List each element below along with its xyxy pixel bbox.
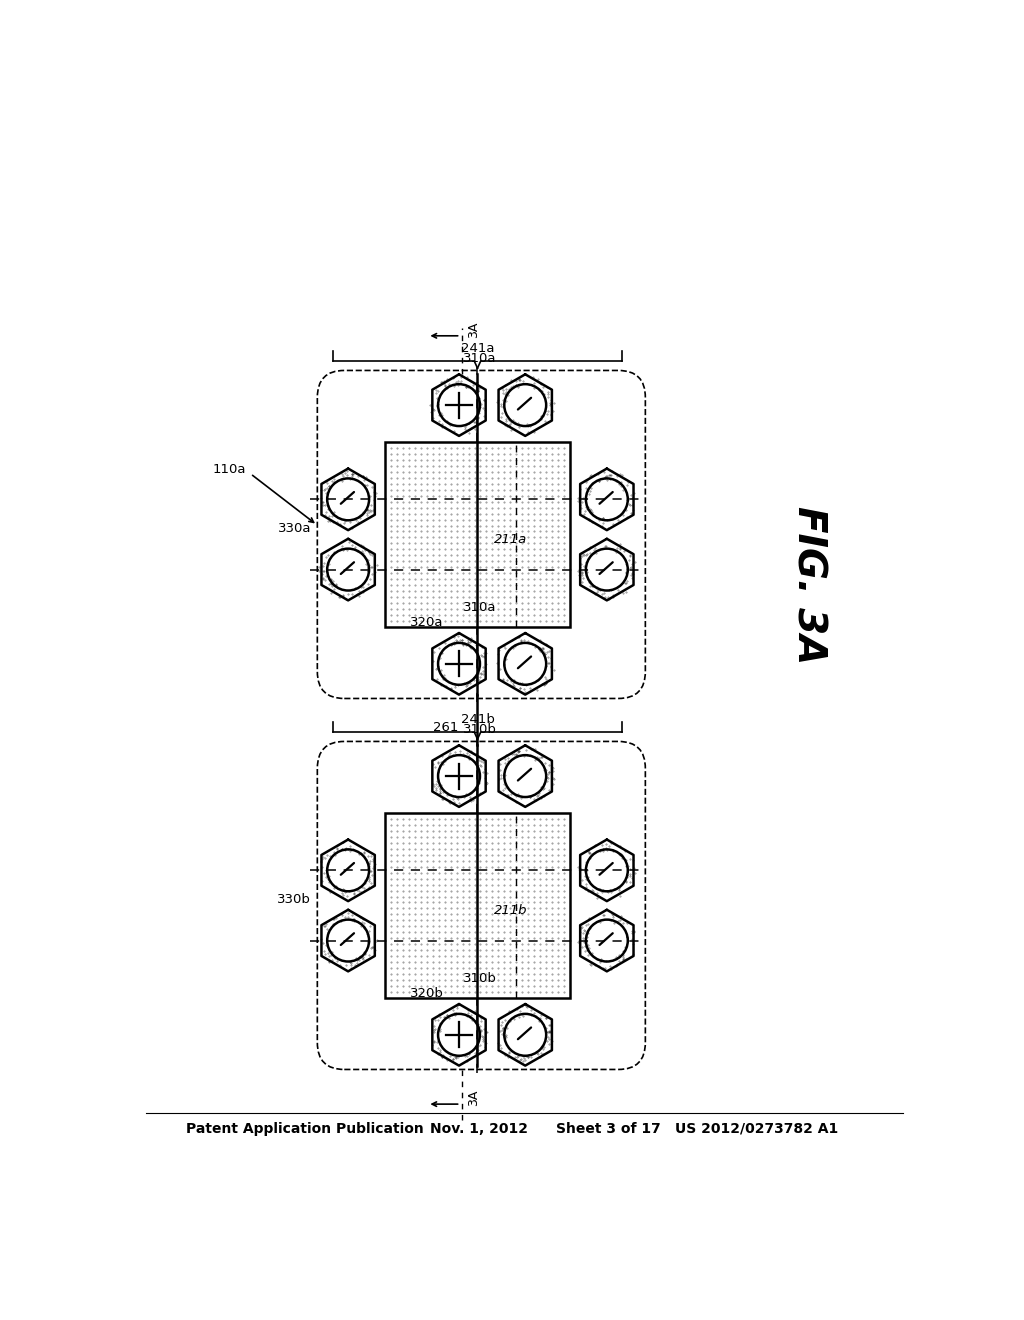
Text: 211b: 211b	[495, 904, 527, 916]
Text: 110a: 110a	[213, 463, 247, 477]
Text: 330b: 330b	[278, 892, 311, 906]
Text: 241b: 241b	[461, 713, 495, 726]
Text: 320a: 320a	[410, 616, 443, 630]
Text: 211a: 211a	[495, 532, 527, 545]
Text: Patent Application Publication: Patent Application Publication	[185, 1122, 424, 1135]
Text: 310a: 310a	[463, 352, 497, 366]
Text: 330a: 330a	[278, 521, 311, 535]
Text: 3A: 3A	[467, 1090, 479, 1106]
Text: Sheet 3 of 17: Sheet 3 of 17	[556, 1122, 662, 1135]
Text: 3A: 3A	[467, 322, 479, 338]
Text: 310b: 310b	[463, 723, 497, 737]
Text: Nov. 1, 2012: Nov. 1, 2012	[430, 1122, 528, 1135]
Text: 241a: 241a	[461, 342, 495, 355]
Text: 310a: 310a	[463, 601, 497, 614]
Bar	[385, 442, 570, 627]
Text: 261: 261	[433, 721, 459, 734]
Text: 320b: 320b	[410, 987, 443, 1001]
Text: 310b: 310b	[463, 972, 497, 985]
Bar	[385, 813, 570, 998]
Text: FIG. 3A: FIG. 3A	[790, 506, 827, 664]
Text: US 2012/0273782 A1: US 2012/0273782 A1	[675, 1122, 838, 1135]
